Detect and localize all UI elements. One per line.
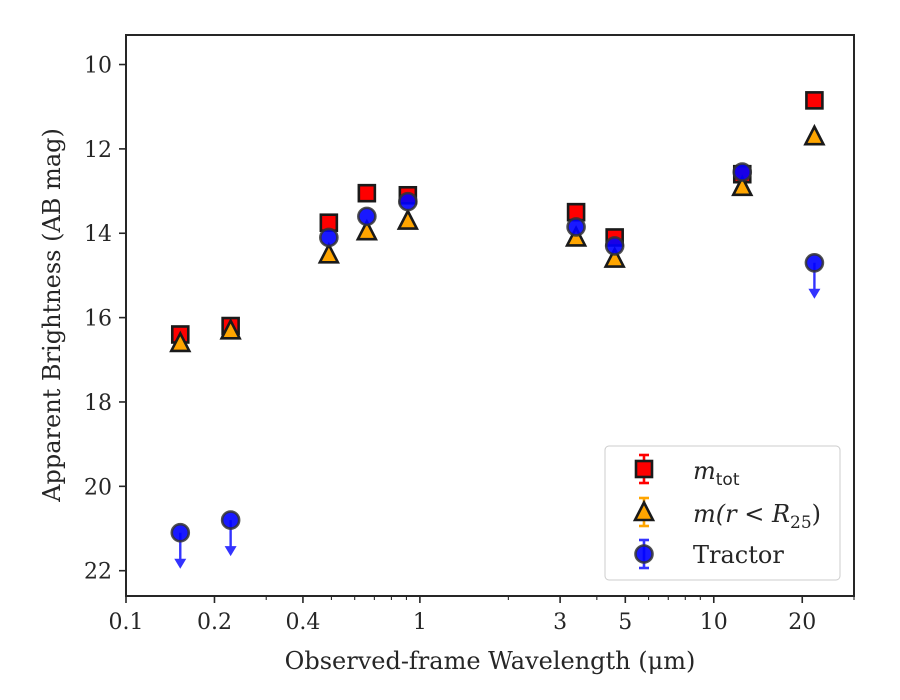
y-tick-label-12: 12 bbox=[84, 138, 112, 163]
x-tick-label-3: 3 bbox=[553, 610, 567, 635]
upper-limit-arrowhead bbox=[224, 546, 237, 557]
legend-label-m-r-r25: m(r < R25) bbox=[693, 500, 821, 533]
plot-frame bbox=[125, 34, 855, 597]
data-point bbox=[219, 317, 242, 340]
y-tick-label-22: 22 bbox=[84, 560, 112, 585]
data-point bbox=[804, 252, 825, 273]
data-point bbox=[732, 162, 753, 182]
data-point bbox=[604, 236, 625, 256]
data-point bbox=[357, 183, 377, 203]
x-tick-label-0.2: 0.2 bbox=[197, 610, 232, 635]
series-circle bbox=[170, 162, 825, 569]
data-point bbox=[398, 191, 418, 212]
data-point bbox=[357, 206, 377, 227]
data-point bbox=[355, 218, 378, 241]
data-point bbox=[731, 174, 754, 197]
upper-limit-arrowhead bbox=[174, 558, 187, 569]
legend-label-tractor: Tractor bbox=[693, 541, 784, 569]
x-tick-label-20: 20 bbox=[788, 610, 816, 635]
axis-ticks: 0.1 0.2 0.4 1 3 5 10 20 10 12 14 16 18 20 22 bbox=[84, 54, 855, 635]
x-tick-label-5: 5 bbox=[618, 610, 632, 635]
y-tick-label-20: 20 bbox=[84, 475, 112, 500]
data-point bbox=[220, 510, 241, 530]
x-tick-label-1: 1 bbox=[413, 610, 427, 635]
data-point bbox=[170, 522, 191, 543]
legend-handles bbox=[632, 453, 656, 570]
legend-marker-square bbox=[634, 459, 654, 479]
x-tick-label-0.1: 0.1 bbox=[109, 610, 144, 635]
data-point bbox=[803, 123, 826, 146]
data-point bbox=[603, 246, 626, 268]
upper-limit-arrowhead bbox=[808, 288, 821, 299]
data-point bbox=[396, 208, 419, 230]
series-triangle bbox=[169, 123, 826, 353]
x-axis-label: Observed-frame Wavelength (μm) bbox=[285, 647, 696, 675]
x-tick-label-10: 10 bbox=[700, 610, 728, 635]
legend-marker-circle bbox=[634, 544, 654, 564]
data-marks bbox=[169, 91, 826, 569]
x-tick-label-0.4: 0.4 bbox=[285, 610, 320, 635]
legend-marker-triangle bbox=[632, 499, 656, 522]
data-point bbox=[319, 227, 339, 248]
y-tick-label-10: 10 bbox=[84, 54, 112, 79]
y-axis-label: Apparent Brightness (AB mag) bbox=[38, 128, 66, 503]
data-point bbox=[317, 241, 340, 264]
y-tick-label-16: 16 bbox=[84, 307, 112, 332]
legend: mtot m(r < R25) Tractor bbox=[604, 445, 841, 581]
y-tick-label-14: 14 bbox=[84, 222, 112, 247]
data-point bbox=[805, 91, 824, 110]
data-point bbox=[566, 217, 586, 237]
data-point bbox=[169, 330, 192, 353]
legend-frame bbox=[604, 445, 841, 581]
y-tick-label-18: 18 bbox=[84, 391, 112, 416]
legend-label-m-tot: mtot bbox=[693, 457, 740, 490]
